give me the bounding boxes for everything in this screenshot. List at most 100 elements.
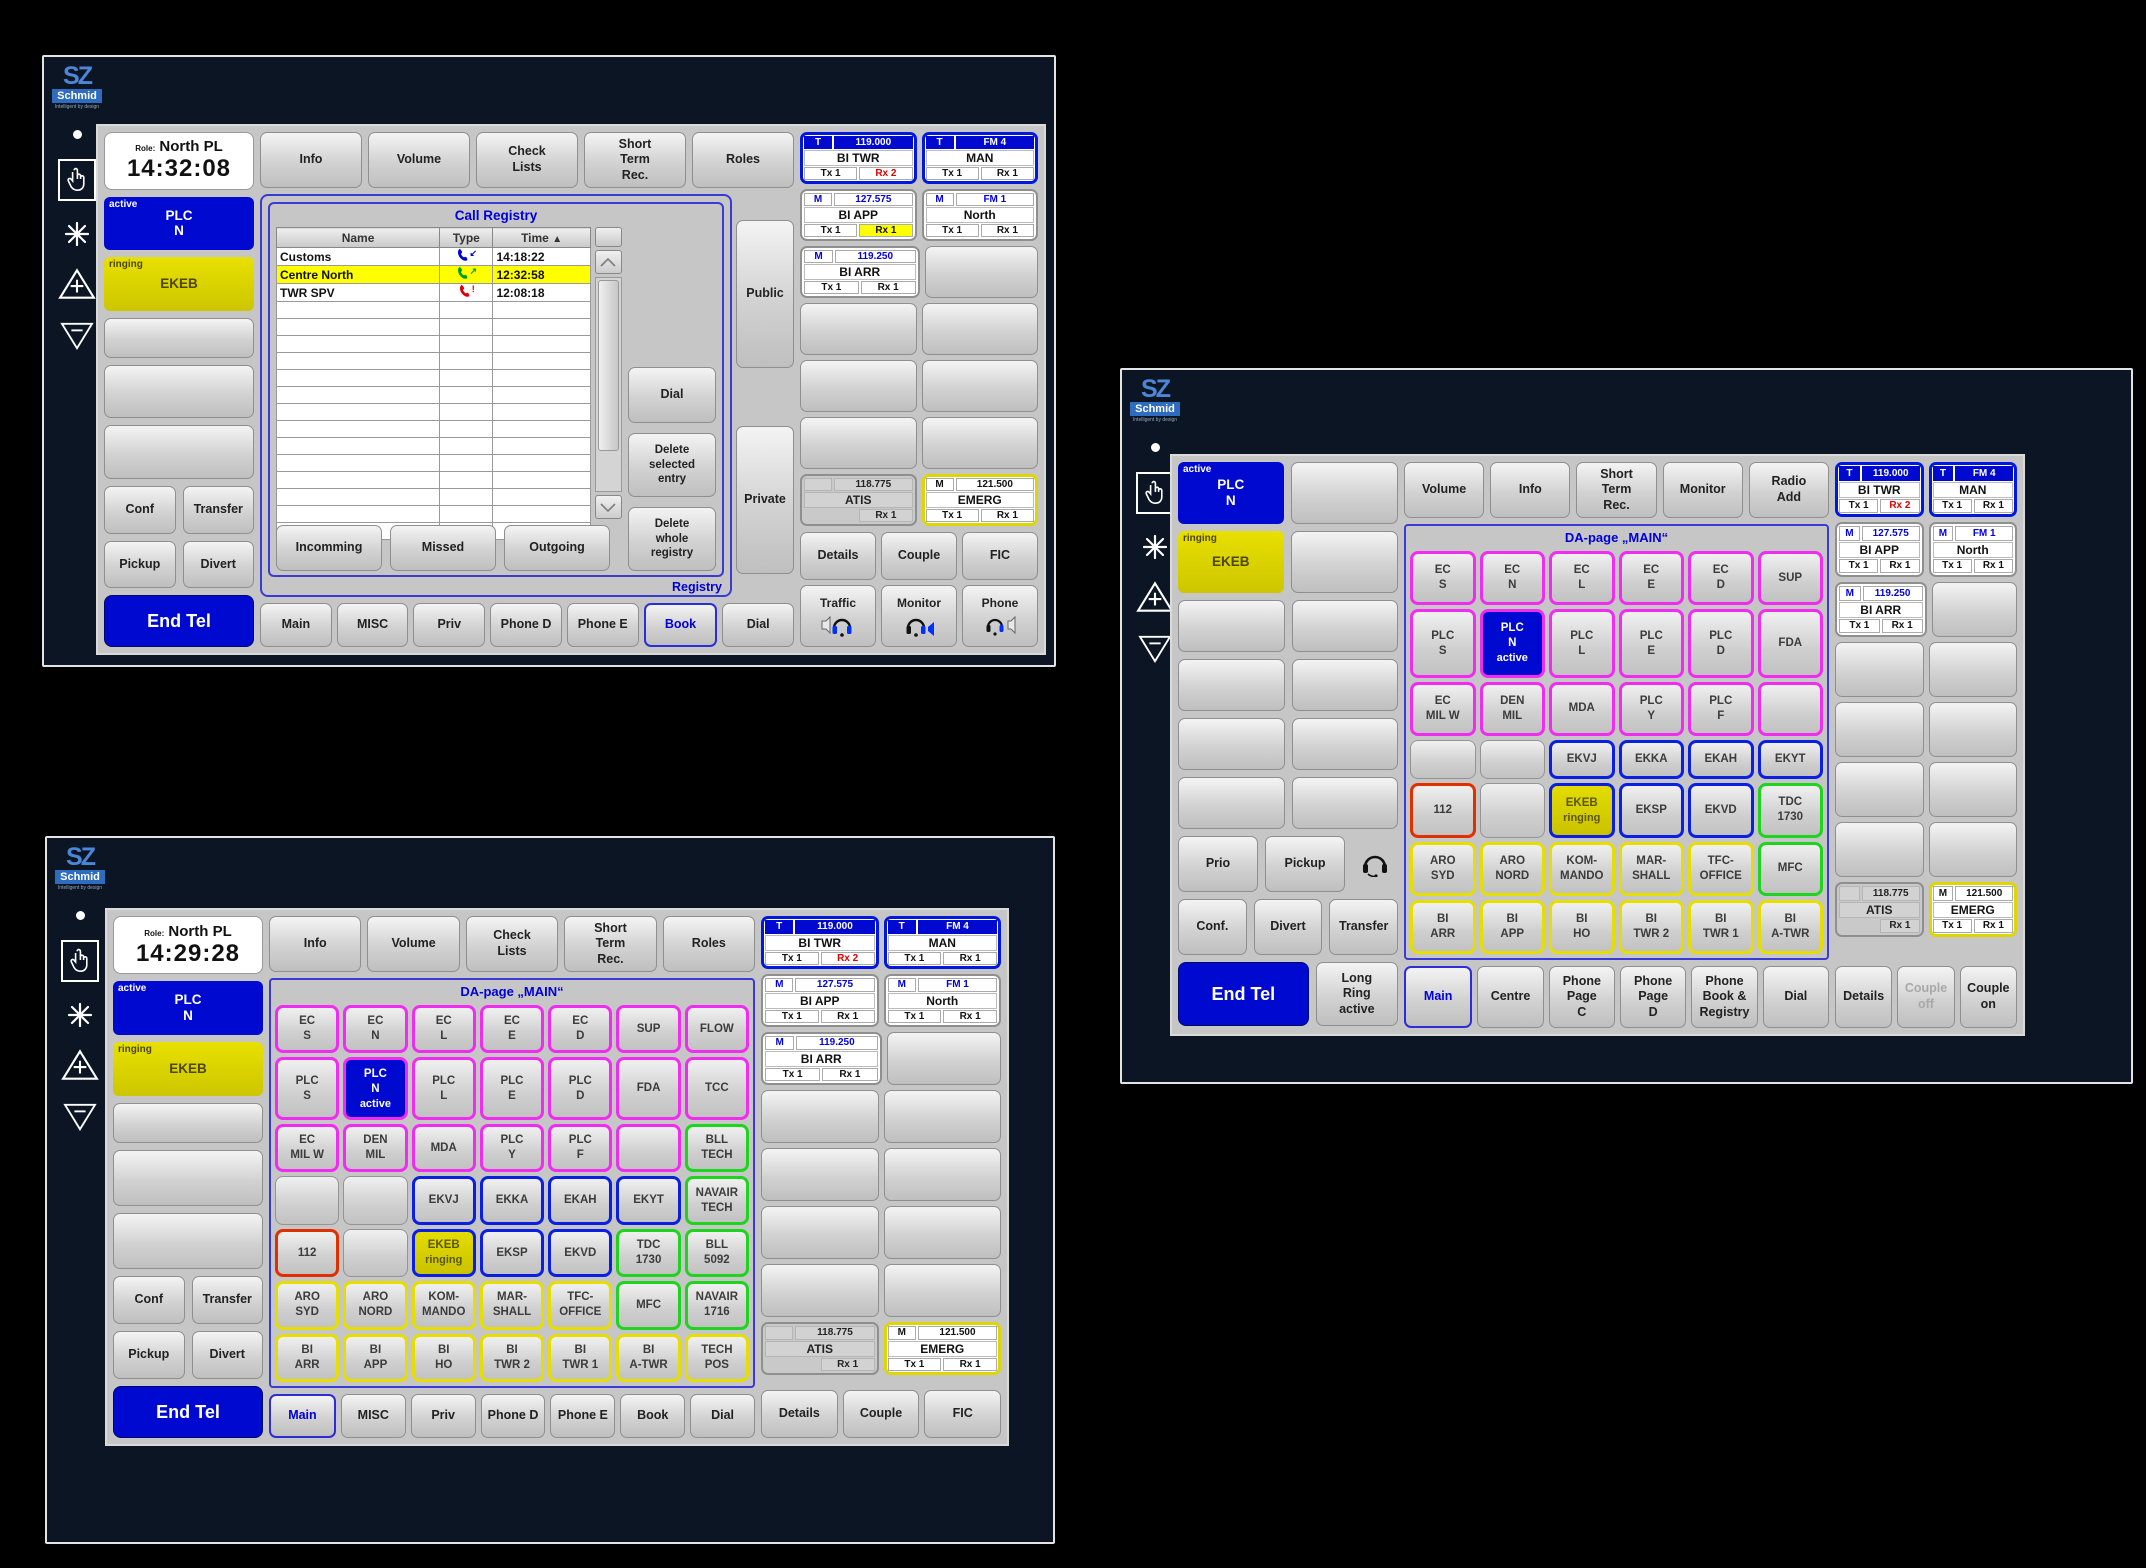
button-priv[interactable]: Priv [410, 1394, 476, 1438]
da-tile-bi-arr[interactable]: BI ARR [1410, 899, 1476, 954]
da-tile-plc-f[interactable]: PLC F [1688, 681, 1754, 736]
da-tile-plc-d[interactable]: PLC D [1688, 609, 1754, 678]
scroll-down-button[interactable] [594, 495, 622, 519]
blank-radio-button[interactable] [883, 1090, 1001, 1143]
da-tile-bi-app[interactable]: BI APP [1479, 899, 1545, 954]
radio-atis[interactable]: 118.775 ATIS Rx 1 [1835, 882, 1924, 937]
da-tile-bll-5092[interactable]: BLL 5092 [684, 1228, 749, 1278]
da-tile-ec-l[interactable]: EC L [411, 1005, 476, 1054]
tab-public[interactable]: Public [736, 220, 794, 368]
da-tile-ekka[interactable]: EKKA [1618, 740, 1684, 780]
monitor-audio-button[interactable]: Monitor [881, 585, 957, 647]
button-fic[interactable]: FIC [924, 1390, 1002, 1438]
button-roles[interactable]: Roles [662, 916, 756, 972]
radio-atis[interactable]: 118.775 ATIS Rx 1 [800, 474, 917, 526]
button-details[interactable]: Details [761, 1390, 838, 1438]
da-tile-112[interactable]: 112 [275, 1228, 340, 1278]
da-tile-ekeb[interactable]: EKEB ringing [411, 1228, 476, 1278]
button-main[interactable]: Main [260, 603, 332, 647]
pickup-button[interactable]: Pickup [104, 540, 176, 589]
button-centre[interactable]: Centre [1477, 966, 1544, 1028]
radio-bi-twr[interactable]: T 119.000 BI TWR Tx 1 Rx 2 [761, 916, 879, 969]
da-tile-flow[interactable]: FLOW [684, 1005, 749, 1054]
radio-bi-arr[interactable]: M 119.250 BI ARR Tx 1 Rx 1 [1835, 582, 1927, 637]
blank-radio-button[interactable] [924, 246, 1038, 298]
blank-radio-button[interactable] [1835, 702, 1924, 757]
scrollbar-track[interactable] [594, 277, 622, 492]
da-tile-ekvj[interactable]: EKVJ [411, 1176, 476, 1225]
radio-bi-app[interactable]: M 127.575 BI APP Tx 1 Rx 1 [761, 974, 879, 1027]
da-tile-aro-syd[interactable]: ARO SYD [275, 1281, 340, 1330]
conf-button[interactable]: Conf [113, 1276, 185, 1324]
button-misc[interactable]: MISC [340, 1394, 406, 1438]
radio-man[interactable]: T FM 4 MAN Tx 1 Rx 1 [883, 916, 1001, 969]
da-tile-tdc-1730[interactable]: TDC 1730 [616, 1228, 681, 1278]
active-line-button[interactable]: active PLC N [104, 196, 254, 251]
brightness-icon[interactable] [67, 1002, 93, 1028]
blank-radio-button[interactable] [1928, 702, 2017, 757]
da-tile-fda[interactable]: FDA [616, 1057, 681, 1121]
dial-button[interactable]: Dial [628, 367, 716, 423]
radio-atis[interactable]: 118.775 ATIS Rx 1 [761, 1322, 879, 1375]
da-tile-tfc-office[interactable]: TFC- OFFICE [548, 1281, 613, 1330]
radio-bi-arr[interactable]: M 119.250 BI ARR Tx 1 Rx 1 [761, 1032, 882, 1085]
da-tile-plc-y[interactable]: PLC Y [479, 1124, 545, 1173]
blank-radio-button[interactable] [800, 417, 917, 469]
blank-radio-button[interactable] [761, 1090, 879, 1143]
radio-bi-arr[interactable]: M 119.250 BI ARR Tx 1 Rx 1 [800, 246, 920, 298]
button-priv[interactable]: Priv [413, 603, 486, 647]
delete-selected-entry-button[interactable]: Delete selected entry [628, 433, 716, 497]
da-tile-plc-d[interactable]: PLC D [548, 1057, 613, 1121]
traffic-audio-button[interactable]: Traffic [800, 585, 876, 647]
blank-button[interactable] [104, 425, 254, 479]
touch-pointer-icon[interactable] [61, 939, 99, 982]
blank-radio-button[interactable] [761, 1148, 879, 1201]
blank-tile[interactable] [343, 1176, 408, 1225]
increase-icon[interactable] [1136, 580, 1174, 614]
blank-radio-button[interactable] [921, 417, 1038, 469]
button-info[interactable]: Info [1490, 462, 1571, 518]
button-phone-e[interactable]: Phone E [566, 603, 639, 647]
da-tile-ec-s[interactable]: EC S [275, 1005, 340, 1054]
blank-radio-button[interactable] [800, 360, 917, 412]
da-tile-tfc-office[interactable]: TFC- OFFICE [1688, 841, 1754, 896]
blank-button[interactable] [1291, 777, 1398, 829]
button-phone-d[interactable]: Phone D [480, 1394, 546, 1438]
button-dial[interactable]: Dial [690, 1394, 756, 1438]
blank-tile[interactable] [275, 1176, 340, 1225]
button-info[interactable]: Info [260, 132, 362, 188]
radio-bi-twr[interactable]: T 119.000 BI TWR Tx 1 Rx 2 [800, 132, 917, 184]
scrollbar-thumb[interactable] [597, 280, 619, 452]
button-couple[interactable]: Couple [881, 532, 957, 580]
blank-button[interactable] [1290, 531, 1398, 593]
long-ring-active-button[interactable]: Long Ring active [1315, 962, 1398, 1026]
blank-tile[interactable] [616, 1124, 681, 1173]
button-book[interactable]: Book [620, 1394, 686, 1438]
blank-tile[interactable] [343, 1228, 408, 1278]
radio-emerg[interactable]: M 121.500 EMERG Tx 1 Rx 1 [921, 474, 1038, 526]
blank-radio-button[interactable] [883, 1206, 1001, 1259]
blank-button[interactable] [113, 1103, 263, 1143]
decrease-icon[interactable] [58, 321, 96, 351]
da-tile-bi-ho[interactable]: BI HO [411, 1333, 476, 1382]
button-couple-off[interactable]: Couple off [1897, 966, 1955, 1028]
da-tile-bi-app[interactable]: BI APP [343, 1333, 408, 1382]
headset-icon[interactable] [1352, 836, 1398, 892]
da-tile-kom-mando[interactable]: KOM- MANDO [1549, 841, 1615, 896]
da-tile-ekyt[interactable]: EKYT [1757, 740, 1823, 780]
conf-button[interactable]: Conf. [1178, 899, 1247, 955]
radio-north[interactable]: M FM 1 North Tx 1 Rx 1 [1928, 522, 2017, 577]
radio-bi-app[interactable]: M 127.575 BI APP Tx 1 Rx 1 [800, 189, 917, 241]
touch-pointer-icon[interactable] [58, 158, 96, 201]
da-tile-sup[interactable]: SUP [1757, 551, 1823, 606]
da-tile-ec-e[interactable]: EC E [479, 1005, 545, 1054]
divert-button[interactable]: Divert [191, 1331, 263, 1379]
button-couple[interactable]: Couple [842, 1390, 920, 1438]
column-header-time[interactable]: Time ▲ [492, 227, 591, 248]
da-tile-ekvd[interactable]: EKVD [548, 1228, 613, 1278]
da-tile-bi-a-twr[interactable]: BI A-TWR [1757, 899, 1823, 954]
blank-button[interactable] [1291, 718, 1398, 770]
divert-button[interactable]: Divert [1253, 899, 1323, 955]
decrease-icon[interactable] [1136, 634, 1174, 664]
